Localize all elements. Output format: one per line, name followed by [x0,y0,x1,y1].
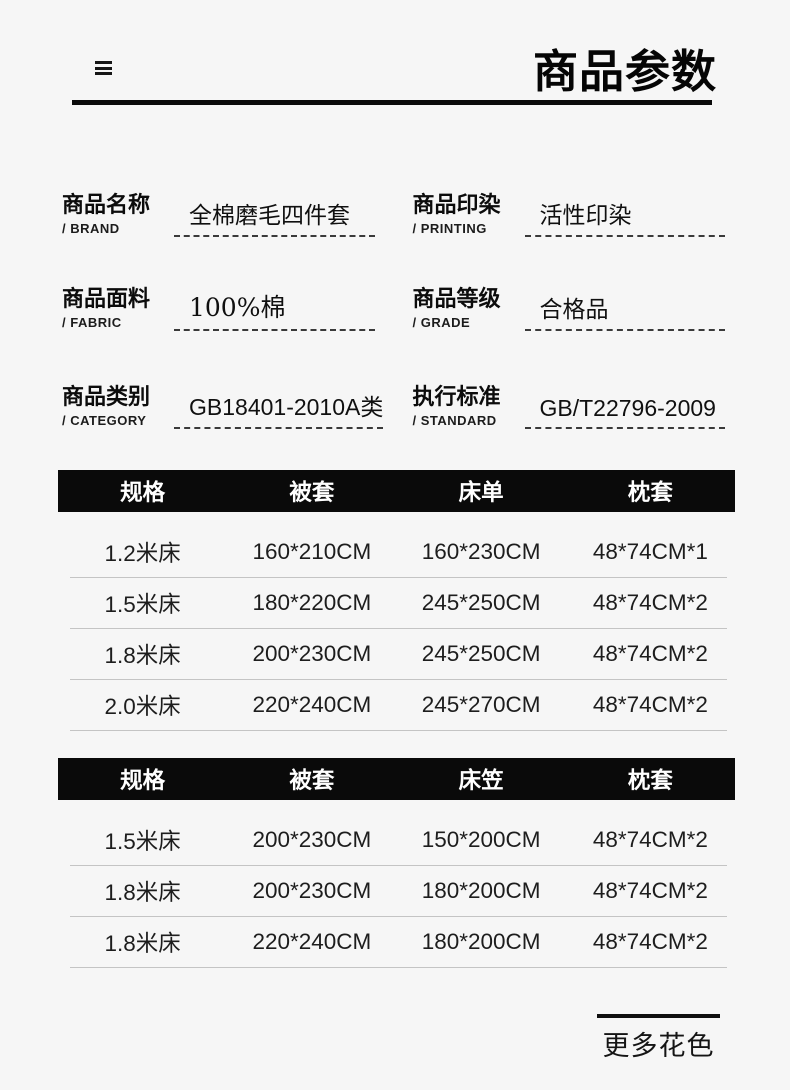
field-value: 合格品 [524,279,725,331]
table-header-row: 规格 被套 床笠 枕套 [58,758,735,800]
table-cell: 200*230CM [252,827,372,852]
table-row: 1.5米床 180*220CM 245*250CM 48*74CM*2 [58,578,735,628]
table-cell: 245*270CM [421,692,541,717]
table-cell: 220*240CM [252,692,372,717]
field-label-en: / PRINTING [412,221,487,236]
row-divider [70,865,727,866]
field-label-cn: 商品名称 [62,191,151,217]
table-cell: 2.0米床 [104,694,181,719]
table-cell: 1.5米床 [104,829,181,854]
header-divider [72,100,712,105]
field-brand: 商品名称 / BRAND 全棉磨毛四件套 [62,185,375,237]
field-label-cn: 执行标准 [412,383,501,409]
table-cell: 48*74CM*1 [592,539,708,564]
table-spacer [58,800,735,815]
row-divider [70,577,727,578]
field-label-cn: 商品类别 [62,383,151,409]
size-table-fitted: 规格 被套 床笠 枕套 1.5米床 200*230CM 150*200CM 48… [58,758,735,968]
table-cell: 48*74CM*2 [592,929,708,954]
table-cell: 48*74CM*2 [592,827,708,852]
field-value: 全棉磨毛四件套 [174,185,375,237]
table-row: 1.8米床 200*230CM 245*250CM 48*74CM*2 [58,629,735,679]
table-cell: 1.8米床 [104,880,181,905]
table-header-cell: 规格 [120,768,166,793]
row-divider [70,679,727,680]
row-divider [70,730,727,731]
field-label-en: / CATEGORY [62,413,147,428]
table-row: 2.0米床 220*240CM 245*270CM 48*74CM*2 [58,680,735,730]
table-cell: 245*250CM [421,590,541,615]
table-cell: 48*74CM*2 [592,692,708,717]
field-printing: 商品印染 / PRINTING 活性印染 [413,185,725,237]
more-colors-label: 更多花色 [602,1031,715,1062]
hamburger-bar [95,61,112,64]
table-cell: 1.5米床 [104,592,181,617]
field-label: 商品印染 / PRINTING [413,185,525,237]
row-divider [70,967,727,968]
page-title: 商品参数 [532,46,717,97]
table-cell: 180*200CM [421,878,541,903]
table-header-cell: 床笠 [458,768,504,793]
table-cell: 48*74CM*2 [592,641,708,666]
field-label: 商品类别 / CATEGORY [62,377,174,429]
field-label: 商品等级 / GRADE [413,279,525,331]
table-row: 1.8米床 220*240CM 180*200CM 48*74CM*2 [58,917,735,967]
field-label-en: / GRADE [412,315,471,330]
hamburger-bar [95,72,112,75]
fields-row: 商品名称 / BRAND 全棉磨毛四件套 商品印染 / PRINTING 活性印… [62,185,725,237]
table-cell: 200*230CM [252,641,372,666]
table-cell: 180*220CM [252,590,372,615]
field-value: GB18401-2010A类 [174,377,384,429]
table-cell: 1.2米床 [104,541,181,566]
table-cell: 160*230CM [421,539,541,564]
row-divider [70,628,727,629]
row-divider [70,916,727,917]
table-header-cell: 枕套 [627,768,673,793]
table-cell: 200*230CM [252,878,372,903]
table-row: 1.2米床 160*210CM 160*230CM 48*74CM*1 [58,527,735,577]
hamburger-bar [95,66,112,70]
field-label-cn: 商品印染 [412,191,501,217]
table-cell: 150*200CM [421,827,541,852]
more-colors-divider [597,1014,720,1018]
field-grade: 商品等级 / GRADE 合格品 [413,279,725,331]
fields-row: 商品类别 / CATEGORY GB18401-2010A类 执行标准 / ST… [62,377,725,429]
table-spacer [58,512,735,527]
field-label-en: / STANDARD [412,413,497,428]
table-cell: 160*210CM [252,539,372,564]
fields-row: 商品面料 / FABRIC 100%棉 商品等级 / GRADE 合格品 [62,279,725,331]
field-label-en: / FABRIC [62,315,122,330]
field-value: 活性印染 [524,185,725,237]
table-header-cell: 枕套 [627,480,673,505]
table-row: 1.8米床 200*230CM 180*200CM 48*74CM*2 [58,866,735,916]
hamburger-menu-icon[interactable] [95,61,112,75]
table-header-cell: 被套 [289,768,335,793]
field-label-cn: 商品面料 [62,285,151,311]
table-cell: 1.8米床 [104,643,181,668]
field-fabric: 商品面料 / FABRIC 100%棉 [62,279,375,331]
field-label: 执行标准 / STANDARD [413,377,525,429]
table-header-cell: 被套 [289,480,335,505]
table-cell: 245*250CM [421,641,541,666]
field-label-en: / BRAND [62,221,120,236]
table-header-cell: 床单 [458,480,504,505]
field-label: 商品名称 / BRAND [62,185,174,237]
field-value: 100%棉 [174,279,375,331]
size-table-sheet: 规格 被套 床单 枕套 1.2米床 160*210CM 160*230CM 48… [58,470,735,731]
table-header-cell: 规格 [120,480,166,505]
table-cell: 48*74CM*2 [592,878,708,903]
table-cell: 48*74CM*2 [592,590,708,615]
table-row: 1.5米床 200*230CM 150*200CM 48*74CM*2 [58,815,735,865]
field-label-cn: 商品等级 [412,285,501,311]
field-category: 商品类别 / CATEGORY GB18401-2010A类 [62,377,384,429]
table-cell: 1.8米床 [104,931,181,956]
table-cell: 180*200CM [421,929,541,954]
field-standard: 执行标准 / STANDARD GB/T22796-2009 [413,377,725,429]
table-header-row: 规格 被套 床单 枕套 [58,470,735,512]
field-value: GB/T22796-2009 [524,377,725,429]
table-cell: 220*240CM [252,929,372,954]
field-label: 商品面料 / FABRIC [62,279,174,331]
